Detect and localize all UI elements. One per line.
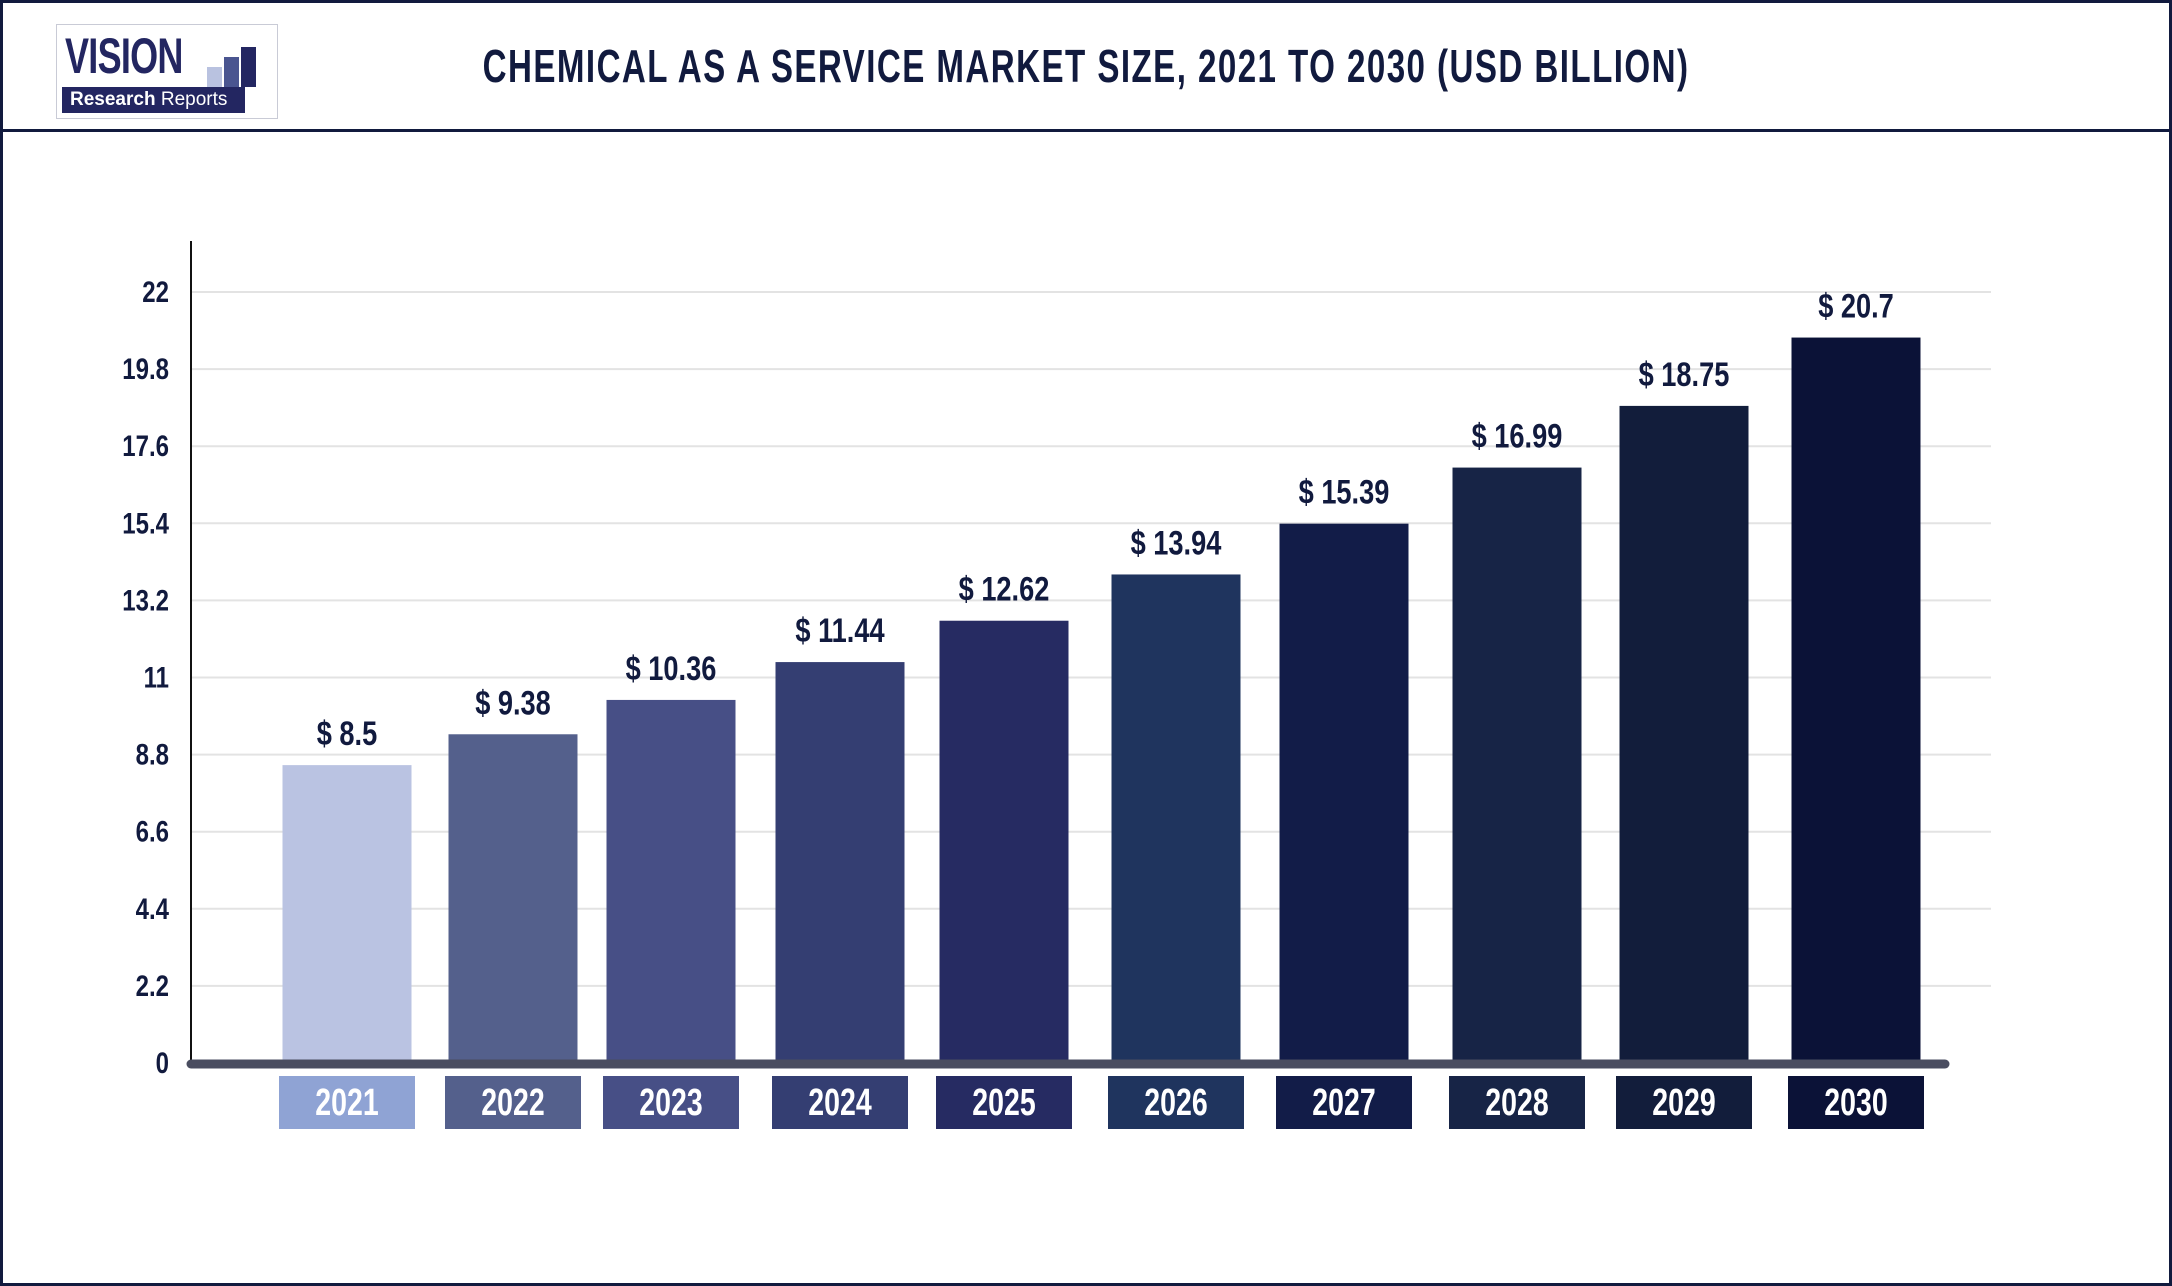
value-label: $ 8.5 [317,714,377,753]
value-label: $ 18.75 [1639,355,1730,394]
x-tick-label: 2029 [1652,1082,1715,1124]
x-label-box [1449,1076,1585,1129]
y-tick-label: 17.6 [122,429,169,463]
y-tick-label: 22 [142,274,169,308]
x-tick-label: 2027 [1312,1082,1375,1124]
x-label-box [603,1076,739,1129]
x-tick-label: 2021 [315,1082,378,1124]
y-tick-label: 19.8 [122,351,169,385]
bar-2023 [606,699,736,1063]
y-tick-label: 13.2 [122,583,169,617]
x-tick-label: 2030 [1824,1082,1887,1124]
x-label-box [279,1076,415,1129]
chart-title: CHEMICAL AS A SERVICE MARKET SIZE, 2021 … [3,39,2169,93]
bar-2027 [1279,523,1409,1063]
y-tick-label: 4.4 [136,891,169,925]
x-label-box [1616,1076,1752,1129]
bar-chart: 0 2.2 4.4 6.6 8.8 11 13.2 15.4 17.6 19.8 22 $ 8.5 20… [122,241,1991,1129]
x-label-box [1108,1076,1244,1129]
x-label-box [445,1076,581,1129]
bar-2022 [448,734,578,1063]
bar-2025 [939,620,1069,1063]
y-tick-label: 2.2 [136,968,169,1002]
x-label-box [936,1076,1072,1129]
value-label: $ 11.44 [795,611,884,650]
x-tick-label: 2025 [972,1082,1035,1124]
header: VISION Research Reports CHEMICAL AS A SE… [3,3,2169,132]
chart-title-text: CHEMICAL AS A SERVICE MARKET SIZE, 2021 … [482,40,1690,92]
y-tick-label: 6.6 [136,814,169,848]
value-label: $ 15.39 [1299,473,1390,512]
value-label: $ 12.62 [959,570,1050,609]
value-label: $ 9.38 [475,683,551,722]
y-tick-label: 11 [144,660,169,694]
bar-2026 [1111,574,1241,1063]
x-tick-label: 2024 [808,1082,872,1124]
bar-2024 [775,662,905,1063]
x-tick-label: 2028 [1485,1082,1548,1124]
y-tick-label: 8.8 [136,737,169,771]
x-label-box [772,1076,908,1129]
x-label-box [1276,1076,1412,1129]
vision-research-reports-logo: VISION Research Reports [56,24,278,119]
value-label: $ 16.99 [1472,417,1563,456]
bar-2028 [1452,467,1582,1063]
x-label-box [1788,1076,1924,1129]
bar-2030 [1791,337,1921,1063]
x-tick-label: 2026 [1144,1082,1207,1124]
bar-2021 [282,765,412,1063]
x-tick-label: 2023 [639,1082,702,1124]
x-tick-label: 2022 [481,1082,544,1124]
y-tick-label: 0 [156,1045,169,1079]
value-label: $ 20.7 [1818,287,1894,326]
y-tick-label: 15.4 [122,506,169,540]
value-label: $ 13.94 [1131,524,1222,563]
value-label: $ 10.36 [626,649,717,688]
bar-2029 [1619,405,1749,1064]
